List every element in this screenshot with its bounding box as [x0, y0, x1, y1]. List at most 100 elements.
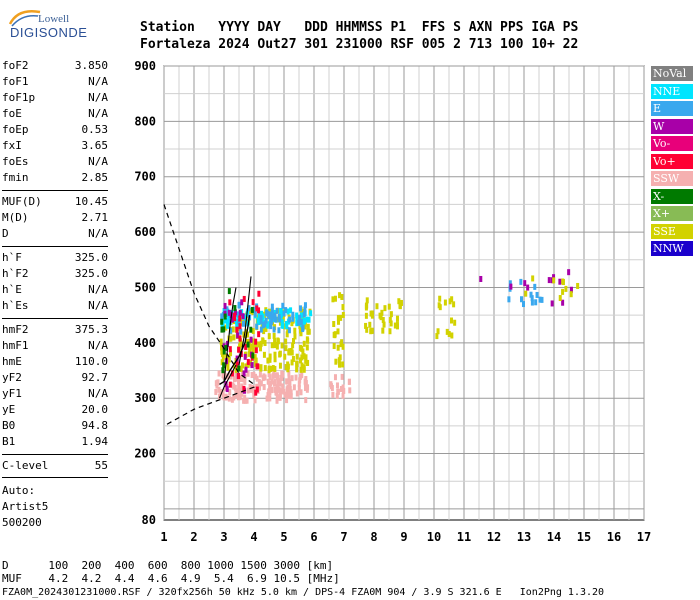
auto-label: Auto:	[2, 484, 36, 497]
data-point	[235, 361, 239, 368]
data-point	[220, 326, 224, 333]
data-point	[286, 308, 290, 315]
data-point	[248, 308, 252, 315]
data-point	[303, 385, 307, 392]
data-point	[258, 345, 262, 352]
footer-distance-row: D 100 200 400 600 800 1000 1500 3000 [km…	[2, 559, 334, 572]
data-point	[224, 324, 228, 331]
param-row: hmF1 N/A	[2, 338, 108, 354]
data-point	[275, 343, 279, 350]
data-point	[231, 382, 235, 389]
legend-item: X-	[651, 188, 693, 204]
data-point	[225, 306, 229, 313]
data-point	[288, 316, 292, 323]
data-point	[255, 305, 259, 312]
data-point	[223, 317, 227, 324]
param-value: 375.3	[74, 323, 108, 336]
data-point	[291, 315, 295, 322]
data-point	[330, 385, 334, 392]
data-point	[255, 363, 259, 370]
data-point	[550, 300, 554, 307]
param-name: yF1	[2, 387, 22, 400]
data-point	[270, 313, 274, 320]
data-point	[220, 322, 224, 329]
data-point	[243, 394, 247, 401]
param-row: foF2 3.850	[2, 58, 108, 74]
data-point	[278, 378, 282, 385]
data-point	[232, 334, 236, 341]
data-point	[335, 382, 339, 389]
x-tick-label: 2	[190, 530, 197, 544]
data-point	[270, 318, 274, 325]
data-point	[533, 283, 537, 290]
data-point	[226, 364, 230, 371]
param-value: 2.85	[81, 171, 109, 184]
data-point	[436, 328, 440, 335]
data-point	[289, 393, 293, 400]
data-point	[278, 392, 282, 399]
x-tick-label: 17	[637, 530, 651, 544]
data-point	[254, 347, 258, 354]
data-point	[240, 320, 244, 327]
legend-item: SSW	[651, 171, 693, 186]
data-point	[237, 383, 241, 390]
param-row: MUF(D) 10.45	[2, 194, 108, 210]
data-point	[340, 339, 344, 346]
data-point	[240, 390, 244, 397]
data-point	[242, 397, 246, 404]
grid	[163, 65, 645, 520]
param-value: 2.71	[81, 211, 109, 224]
x-tick-label: 12	[487, 530, 501, 544]
param-row: h`E N/A	[2, 282, 108, 298]
data-point	[347, 378, 351, 385]
data-point	[237, 346, 241, 353]
data-point	[214, 389, 218, 396]
data-point	[364, 312, 368, 319]
data-point	[523, 280, 527, 287]
data-point	[227, 288, 231, 295]
data-point	[227, 395, 231, 402]
data-point	[273, 365, 277, 372]
param-row: fxI 3.65	[2, 138, 108, 154]
data-point	[268, 356, 272, 363]
data-point	[450, 332, 454, 339]
data-point	[220, 313, 224, 320]
data-point	[295, 312, 299, 319]
data-point	[244, 332, 248, 339]
data-point	[270, 303, 274, 310]
data-point	[237, 373, 241, 380]
x-tick-label: 7	[340, 530, 347, 544]
legend-item: W	[651, 118, 693, 134]
data-point	[254, 389, 258, 396]
param-value: 10.45	[74, 195, 108, 208]
data-point	[254, 373, 258, 380]
data-point	[272, 380, 276, 387]
param-row: foF1p N/A	[2, 90, 108, 106]
scatter-points	[214, 269, 580, 404]
logo-swoosh-icon	[8, 10, 41, 27]
x-tick-label: 16	[607, 530, 621, 544]
param-row: foF1 N/A	[2, 74, 108, 90]
data-point	[450, 296, 454, 303]
x-tick-label: 1	[160, 530, 167, 544]
data-point	[339, 314, 343, 321]
data-point	[262, 328, 266, 335]
data-point	[228, 299, 232, 306]
data-point	[274, 316, 278, 323]
data-point	[268, 374, 272, 381]
data-point	[280, 374, 284, 381]
data-point	[306, 323, 310, 330]
param-row: foEs N/A	[2, 154, 108, 170]
data-point	[224, 393, 228, 400]
data-point	[375, 303, 379, 310]
data-point	[332, 343, 336, 350]
data-point	[336, 318, 340, 325]
data-point	[336, 388, 340, 395]
data-point	[332, 331, 336, 338]
data-point	[259, 318, 263, 325]
data-point	[299, 389, 303, 396]
data-point	[286, 326, 290, 333]
data-point	[530, 295, 534, 302]
data-point	[275, 307, 279, 314]
data-point	[231, 316, 235, 323]
